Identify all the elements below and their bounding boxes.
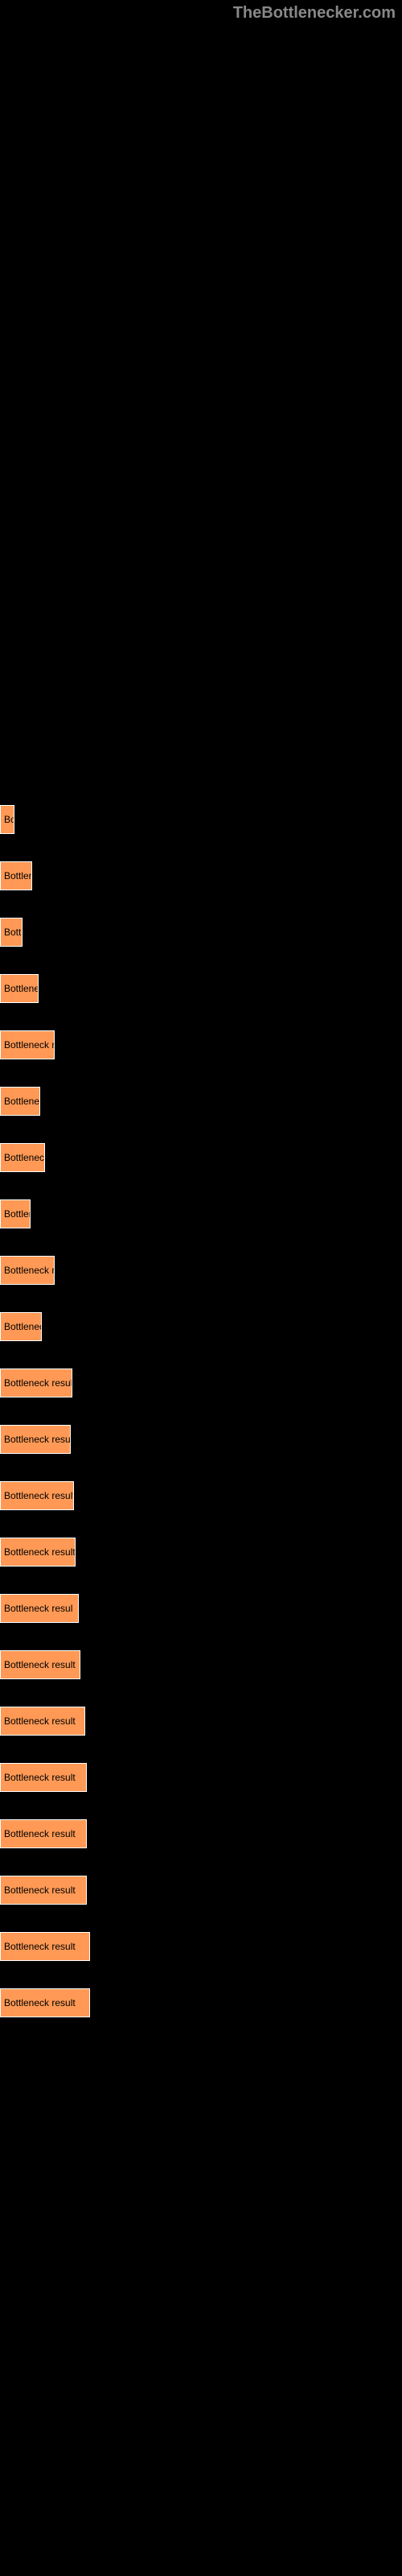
bar-row: Bottleneck result (0, 1368, 402, 1397)
bar: Bottleneck result (0, 1538, 76, 1567)
bar-row: Bottleneck result (0, 1988, 402, 2017)
bar: Bottleneck result (0, 1763, 87, 1792)
chart-container: Bo Bottlene Bott Bottlenec Bottleneck re Bott… (0, 0, 402, 2017)
bar: Bottleneck re (0, 1030, 55, 1059)
bar: Bottlenec (0, 1312, 42, 1341)
bar-row: Bottleneck (0, 1143, 402, 1172)
bar: Bottlene (0, 861, 32, 890)
bar-row: Bottleneck result (0, 1481, 402, 1510)
bar: Bott (0, 918, 23, 947)
bar-row: Bo (0, 805, 402, 834)
bar-row: Bottleneck re (0, 1030, 402, 1059)
bar: Bottlen (0, 1199, 31, 1228)
bar: Bottleneck result (0, 1819, 87, 1848)
bar: Bottleneck result (0, 1932, 90, 1961)
bar-row: Bottlenec (0, 1312, 402, 1341)
bar: Bottleneck resul (0, 1594, 79, 1623)
bar: Bottlenec (0, 974, 39, 1003)
bar-row: Bott (0, 918, 402, 947)
bar-row: Bottleneck re (0, 1256, 402, 1285)
bar-row: Bottleneck result (0, 1932, 402, 1961)
bar-row: Bottleneck result (0, 1707, 402, 1736)
bar: Bottleneck result (0, 1650, 80, 1679)
bar-row: Bottleneck result (0, 1819, 402, 1848)
bar-row: Bottleneck result (0, 1876, 402, 1905)
bar-row: Bottleneck result (0, 1650, 402, 1679)
bar-row: Bottleneck resul (0, 1594, 402, 1623)
watermark: TheBottlenecker.com (233, 4, 396, 23)
bar: Bottleneck result (0, 1481, 74, 1510)
bar: Bottleneck (0, 1143, 45, 1172)
bar-row: Bottlene (0, 861, 402, 890)
bar: Bottleneck re (0, 1256, 55, 1285)
bar-row: Bottleneck result (0, 1763, 402, 1792)
bar-row: Bottleneck result (0, 1425, 402, 1454)
bar-row: Bottleneck result (0, 1538, 402, 1567)
bar-row: Bottlen (0, 1199, 402, 1228)
bar: Bottlenec (0, 1087, 40, 1116)
bar: Bottleneck result (0, 1988, 90, 2017)
bar-row: Bottlenec (0, 1087, 402, 1116)
bar: Bottleneck result (0, 1368, 72, 1397)
bar: Bottleneck result (0, 1425, 71, 1454)
bar: Bo (0, 805, 14, 834)
bar: Bottleneck result (0, 1876, 87, 1905)
bar-row: Bottlenec (0, 974, 402, 1003)
bar: Bottleneck result (0, 1707, 85, 1736)
